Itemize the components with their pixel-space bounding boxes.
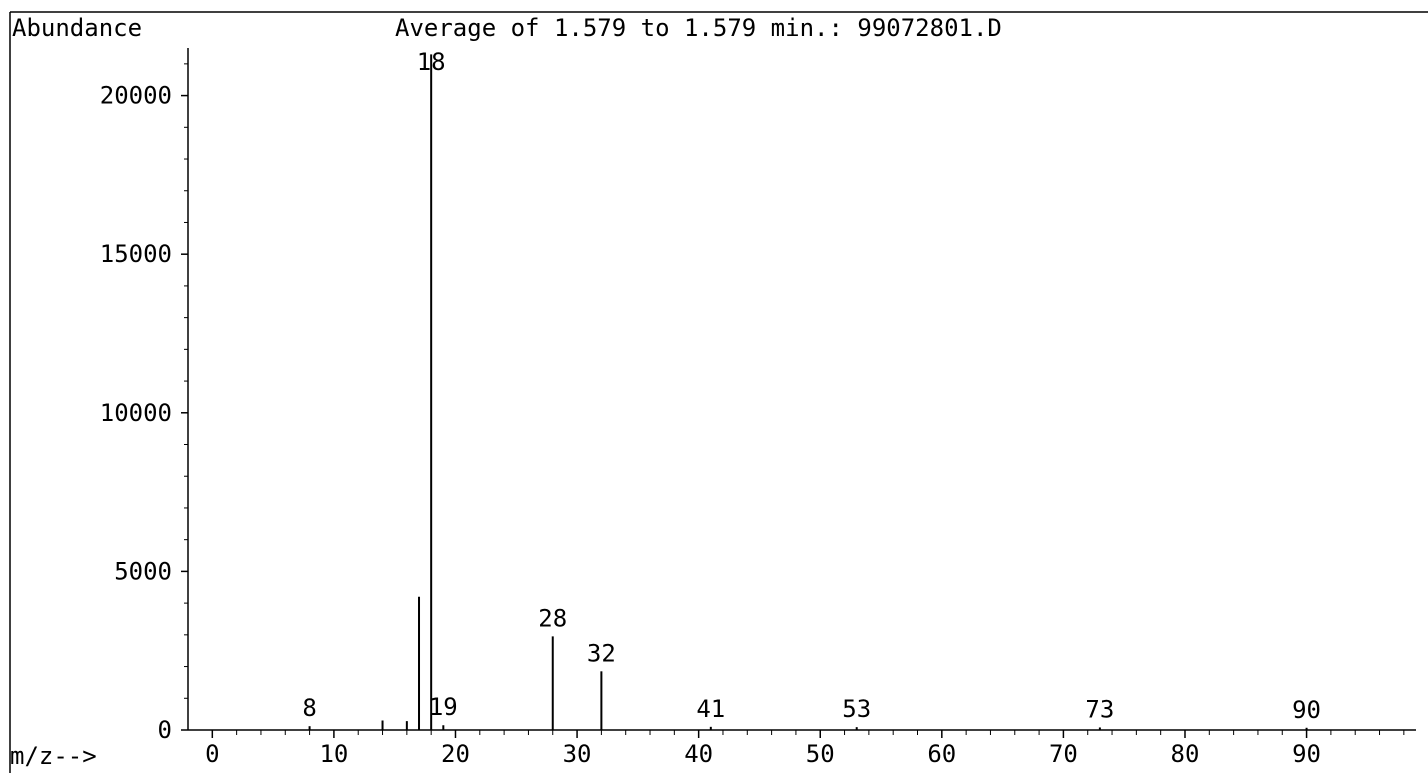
- peak-label-32: 32: [587, 639, 616, 667]
- peak-label-8: 8: [302, 694, 316, 722]
- y-tick-label: 5000: [114, 557, 172, 585]
- peak-label-18: 18: [417, 48, 446, 76]
- x-tick-label: 40: [684, 740, 713, 768]
- x-tick-label: 90: [1292, 740, 1321, 768]
- x-tick-label: 30: [563, 740, 592, 768]
- x-tick-label: 0: [205, 740, 219, 768]
- peak-group: [310, 54, 1307, 730]
- y-tick-label: 15000: [100, 240, 172, 268]
- x-tick-label: 20: [441, 740, 470, 768]
- x-tick-label: 80: [1171, 740, 1200, 768]
- peak-label-90: 90: [1292, 696, 1321, 724]
- peak-label-53: 53: [842, 695, 871, 723]
- peak-label-28: 28: [538, 604, 567, 632]
- peak-label-group: 8 18 19 28 32 41 53 73 90: [302, 48, 1321, 724]
- x-axis-label: m/z-->: [10, 742, 97, 770]
- y-tick-label: 0: [158, 716, 172, 744]
- x-tick-label: 70: [1049, 740, 1078, 768]
- y-tick-label: 10000: [100, 399, 172, 427]
- peak-label-41: 41: [696, 695, 725, 723]
- y-tick-group: 0 5000 10000 15000 20000: [100, 64, 188, 744]
- x-tick-group: 0 10 20 30 40 50 60 70 80 90: [205, 730, 1404, 768]
- x-tick-label: 10: [319, 740, 348, 768]
- x-tick-label: 60: [927, 740, 956, 768]
- y-axis-label: Abundance: [12, 14, 142, 42]
- peak-label-73: 73: [1085, 695, 1114, 723]
- peak-label-19: 19: [429, 693, 458, 721]
- chart-title: Average of 1.579 to 1.579 min.: 99072801…: [395, 14, 1002, 42]
- y-tick-label: 20000: [100, 82, 172, 110]
- x-tick-label: 50: [806, 740, 835, 768]
